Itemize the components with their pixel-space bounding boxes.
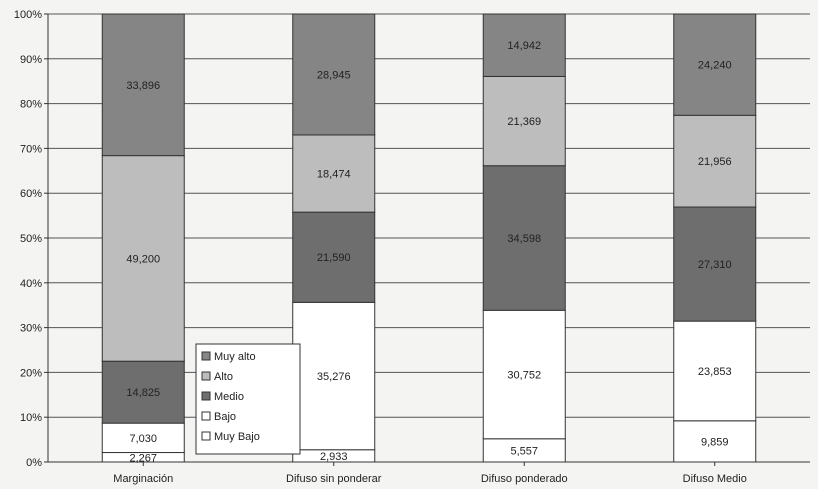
y-tick-label: 80% <box>20 99 42 111</box>
data-label: 14,942 <box>507 40 541 52</box>
y-tick-label: 90% <box>20 54 42 66</box>
legend-label: Muy alto <box>214 351 256 363</box>
data-label: 23,853 <box>698 366 732 378</box>
y-tick-label: 0% <box>26 457 42 469</box>
data-label: 9,859 <box>701 436 729 448</box>
data-label: 5,557 <box>510 445 538 457</box>
data-label: 33,896 <box>126 80 160 92</box>
legend-swatch <box>202 412 210 420</box>
legend-swatch <box>202 352 210 360</box>
legend-label: Bajo <box>214 411 236 423</box>
y-tick-label: 100% <box>14 9 42 21</box>
legend-label: Medio <box>214 391 244 403</box>
y-tick-label: 70% <box>20 143 42 155</box>
data-label: 14,825 <box>126 387 160 399</box>
data-label: 35,276 <box>317 371 351 383</box>
data-label: 7,030 <box>129 433 157 445</box>
data-label: 21,590 <box>317 252 351 264</box>
legend: Muy alto Alto Medio Bajo Muy Bajo <box>196 344 300 454</box>
data-label: 18,474 <box>317 169 351 181</box>
x-tick-label: Difuso Medio <box>683 473 747 485</box>
legend-swatch <box>202 392 210 400</box>
x-tick-label: Marginación <box>113 473 173 485</box>
data-label: 21,956 <box>698 156 732 168</box>
data-label: 2,933 <box>320 451 348 463</box>
y-tick-label: 20% <box>20 367 42 379</box>
legend-swatch <box>202 432 210 440</box>
data-label: 30,752 <box>507 370 541 382</box>
data-label: 27,310 <box>698 259 732 271</box>
legend-label: Alto <box>214 371 233 383</box>
data-label: 21,369 <box>507 116 541 128</box>
y-tick-label: 30% <box>20 323 42 335</box>
y-tick-label: 50% <box>20 233 42 245</box>
data-label: 34,598 <box>507 233 541 245</box>
legend-swatch <box>202 372 210 380</box>
data-label: 28,945 <box>317 69 351 81</box>
legend-label: Muy Bajo <box>214 431 260 443</box>
y-tick-label: 10% <box>20 412 42 424</box>
y-tick-label: 40% <box>20 278 42 290</box>
data-label: 49,200 <box>126 253 160 265</box>
y-tick-label: 60% <box>20 188 42 200</box>
x-tick-label: Difuso ponderado <box>481 473 568 485</box>
x-tick-label: Difuso sin ponderar <box>286 473 382 485</box>
data-label: 24,240 <box>698 60 732 72</box>
